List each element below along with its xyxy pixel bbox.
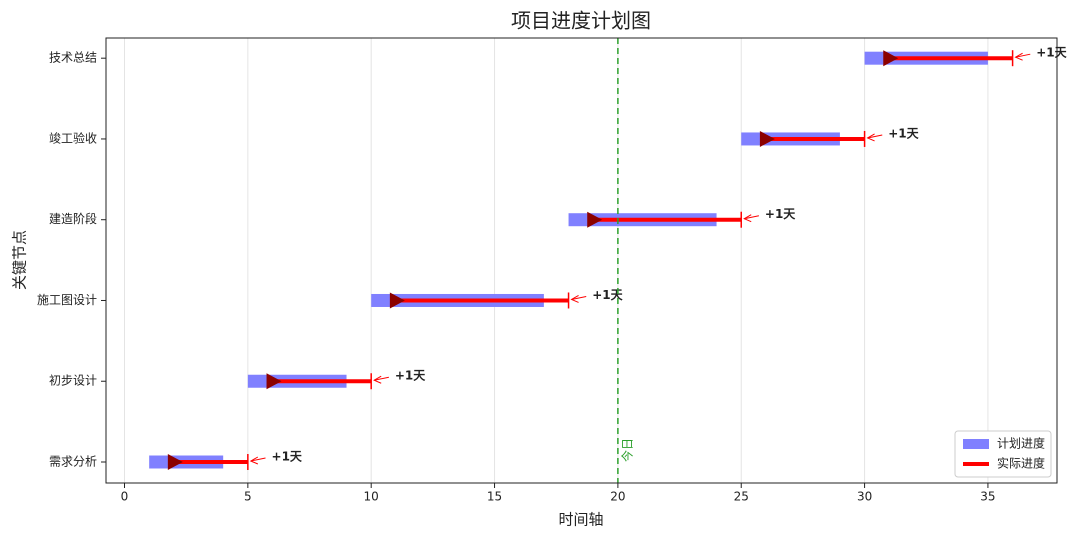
x-tick-label: 10 — [364, 490, 379, 504]
today-label: 今日 — [619, 438, 634, 462]
delay-arrowhead — [743, 214, 752, 223]
delay-label: +1天 — [888, 126, 919, 140]
actual-start-marker — [883, 50, 899, 67]
y-tick-label: 技术总结 — [49, 51, 97, 65]
delay-arrow — [374, 376, 389, 381]
y-tick-label: 需求分析 — [49, 455, 97, 469]
x-tick-label: 0 — [121, 490, 129, 504]
delay-arrow — [744, 215, 760, 220]
delay-label: +1天 — [272, 450, 303, 464]
x-tick-label: 5 — [244, 490, 252, 504]
delay-arrowhead — [866, 133, 875, 142]
legend-label: 实际进度 — [997, 456, 1045, 471]
y-axis-label: 关键节点 — [11, 230, 29, 290]
delay-arrow — [250, 457, 266, 462]
y-tick-label: 竣工验收 — [49, 130, 97, 145]
actual-start-marker — [167, 454, 183, 471]
x-axis-label: 时间轴 — [558, 511, 603, 529]
actual-start-marker — [759, 130, 775, 147]
delay-arrow — [867, 134, 883, 139]
delay-arrow — [571, 295, 587, 300]
delay-label: +1天 — [592, 288, 623, 302]
legend-label: 计划进度 — [997, 436, 1045, 451]
y-tick-label: 建造阶段 — [49, 211, 97, 226]
x-tick-label: 35 — [980, 490, 995, 504]
legend-swatch — [963, 439, 989, 449]
actual-start-marker — [587, 211, 603, 228]
y-tick-label: 初步设计 — [49, 374, 97, 388]
delay-arrowhead — [1014, 52, 1023, 61]
delay-label: +1天 — [1036, 46, 1067, 60]
actual-start-marker — [389, 292, 405, 309]
delay-arrow — [1015, 53, 1031, 58]
actual-start-marker — [266, 373, 282, 390]
x-tick-label: 20 — [610, 490, 625, 504]
delay-arrowhead — [570, 295, 579, 303]
y-tick-label: 施工图设计 — [37, 293, 97, 307]
delay-label: +1天 — [765, 207, 796, 221]
delay-label: +1天 — [395, 369, 426, 383]
delay-arrowhead — [249, 456, 259, 465]
delay-arrowhead — [373, 375, 382, 384]
x-tick-label: 30 — [857, 490, 872, 504]
plot-frame — [105, 37, 1058, 484]
x-tick-label: 15 — [487, 490, 502, 504]
chart-title: 项目进度计划图 — [511, 9, 651, 33]
x-tick-label: 25 — [734, 490, 749, 504]
